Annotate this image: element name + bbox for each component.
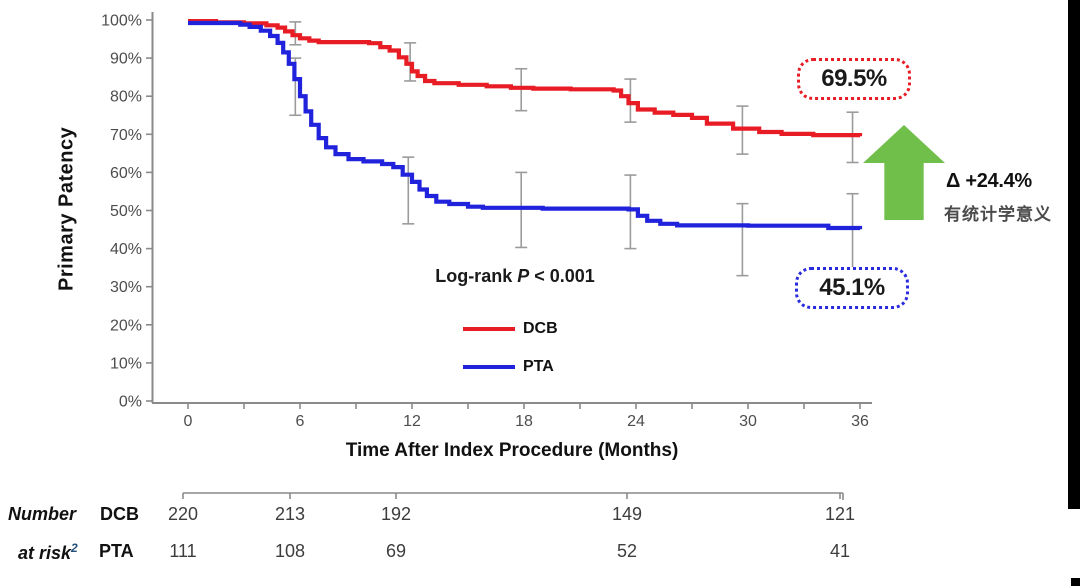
risk-value-pta-m24: 52 [616,541,638,561]
risk-value-pta-m0: 111 [169,541,197,561]
dcb-final-value-badge: 69.5% [797,58,911,100]
risk-value-dcb-m0: 220 [167,504,199,524]
y-axis-title: Primary Patency [55,126,78,292]
risk-table-label-at-risk: at risk2 [18,541,78,564]
logrank-value: < 0.001 [529,266,595,286]
risk-table-label-number: Number [8,504,77,524]
delta-value: Δ +24.4% [946,170,1032,192]
svg-text:90%: 90% [110,51,142,68]
logrank-p: P [517,266,530,286]
legend: DCB PTA [463,319,558,395]
delta-note: 有统计学意义 [944,205,1052,224]
risk-value-pta-m36: 41 [829,541,851,561]
svg-text:24: 24 [627,413,645,430]
dcb-curve [188,19,863,138]
svg-text:40%: 40% [110,241,142,258]
risk-table-label-at-risk-text: at risk [18,543,72,563]
pta-line-swatch [463,365,515,369]
svg-text:12: 12 [403,413,421,430]
pta-final-value-badge: 45.1% [795,267,909,309]
right-edge-black-bar [1068,0,1080,509]
logrank-prefix: Log-rank [435,266,518,286]
logrank-annotation: Log-rank P < 0.001 [360,266,670,287]
risk-value-dcb-m36: 121 [824,504,856,524]
svg-text:20%: 20% [110,317,142,334]
svg-text:70%: 70% [110,127,142,144]
svg-text:36: 36 [851,413,869,430]
svg-text:18: 18 [515,413,533,430]
axes: 0% 10% 20% 30% 40% 50% 60% 70% 80% 90% 100% 0 6 12 18 2… [101,12,872,430]
risk-value-dcb-m6: 213 [274,504,306,524]
svg-text:100%: 100% [101,13,142,30]
svg-text:6: 6 [296,413,305,430]
legend-label-dcb: DCB [523,320,558,337]
pta-curve [188,20,863,231]
svg-text:60%: 60% [110,165,142,182]
svg-text:30%: 30% [110,279,142,296]
error-bars [289,21,859,277]
svg-text:10%: 10% [110,355,142,372]
risk-value-dcb-m24: 149 [611,504,643,524]
risk-value-pta-m12: 69 [385,541,407,561]
risk-table-bracket [182,492,844,500]
svg-text:30: 30 [739,413,757,430]
risk-value-pta-m6: 108 [274,541,306,561]
svg-text:0: 0 [184,413,193,430]
legend-item-pta: PTA [463,357,558,377]
svg-text:80%: 80% [110,89,142,106]
legend-label-pta: PTA [523,358,554,375]
svg-text:0%: 0% [119,394,142,411]
legend-item-dcb: DCB [463,319,558,339]
risk-row-name-pta: PTA [99,541,134,561]
bottom-right-black-mark [1071,578,1080,586]
x-axis-title: Time After Index Procedure (Months) [345,440,679,461]
svg-text:50%: 50% [110,203,142,220]
risk-table-footnote-marker: 2 [71,541,78,555]
risk-row-name-dcb: DCB [100,504,139,524]
dcb-line-swatch [463,327,515,331]
risk-value-dcb-m12: 192 [380,504,412,524]
